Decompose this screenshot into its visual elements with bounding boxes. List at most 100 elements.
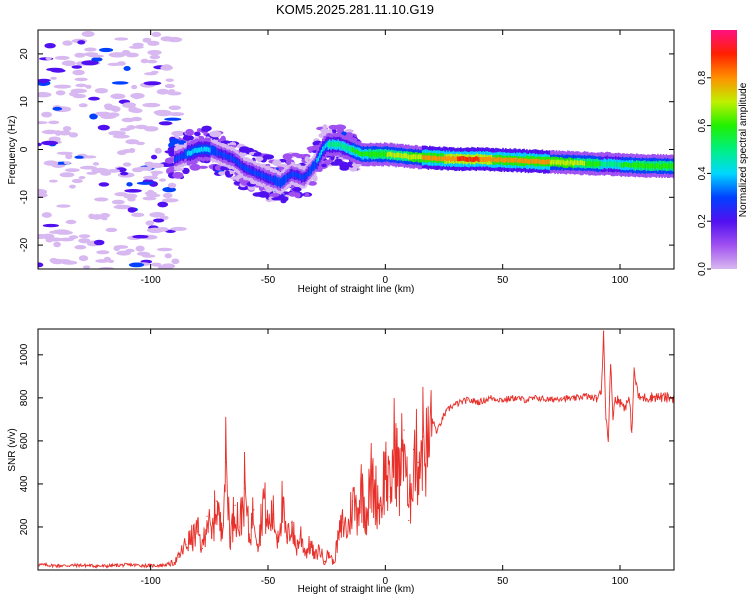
spectrogram-ridge-cell: [550, 160, 552, 166]
spectrogram-ridge-cell: [457, 156, 459, 162]
spectrogram-halo-blob: [288, 191, 298, 197]
spectrogram-noise-blob: [151, 262, 162, 267]
spectrogram-ridge-cell: [492, 157, 494, 162]
spectrogram-ridge-cell: [284, 176, 286, 182]
spectrogram-ridge-cell: [590, 161, 593, 167]
spectrogram-ridge-cell: [269, 176, 272, 181]
snr-point: [323, 560, 325, 563]
spectrogram-ridge-cell: [248, 167, 251, 173]
spectrogram-ridge-cell: [348, 146, 351, 152]
spectrogram-noise-blob: [108, 52, 126, 58]
spectrogram-ridge-cell: [537, 158, 539, 164]
spectrogram-ridge-cell: [381, 151, 383, 157]
spectrogram-noise-blob: [123, 66, 131, 71]
snr-point: [591, 397, 593, 399]
spectrogram-ridge-cell: [282, 178, 285, 184]
snr-point: [628, 399, 631, 401]
spectrogram-ridge-cell: [454, 157, 456, 162]
spectrogram-ridge-cell: [362, 151, 365, 157]
spectrogram-ridge-cell: [440, 156, 442, 162]
spectrogram-ridge-cell: [543, 159, 545, 165]
spectrogram-ridge-cell: [200, 146, 203, 152]
snr-y-tick-label: 800: [19, 389, 30, 406]
snr-point: [356, 509, 358, 511]
spectrogram-noise-blob: [63, 161, 71, 165]
spectrogram-ridge-cell: [296, 173, 299, 178]
spectrogram-noise-blob: [78, 255, 89, 262]
spectrogram-noise-blob: [154, 147, 162, 154]
spectrogram-noise-blob: [92, 162, 100, 166]
spectrogram-noise-blob: [156, 88, 170, 95]
snr-point: [642, 397, 645, 399]
spectrogram-halo-blob: [320, 128, 329, 134]
snr-point: [605, 418, 607, 420]
spectrogram-ridge-cell: [212, 148, 214, 154]
spectrogram-ridge-cell: [306, 171, 309, 177]
spectrogram-noise-blob: [165, 78, 174, 82]
spectrogram-ridge-cell: [402, 154, 404, 159]
spectrogram-noise-blob: [164, 253, 172, 259]
spectrogram-ridge-cell: [652, 163, 655, 169]
spectrogram-noise-blob: [128, 262, 145, 268]
snr-point: [258, 543, 260, 545]
spectrogram-ridge-cell: [213, 149, 216, 155]
spectrogram-ridge-cell: [391, 152, 393, 158]
spectrogram-ridge-cell: [203, 146, 206, 152]
spectrogram-ridge-cell: [452, 156, 455, 161]
snr-point: [603, 330, 605, 332]
spectrogram-ridge-cell: [371, 152, 373, 157]
spectrogram-noise-blob: [157, 265, 167, 269]
spectrogram-y-tick-label: -10: [19, 190, 30, 205]
snr-point: [178, 556, 180, 558]
spectrogram-ridge-cell: [469, 156, 472, 162]
snr-point: [389, 496, 391, 498]
spectrogram-ridge-cell: [310, 166, 313, 172]
spectrogram-ridge-cell: [593, 162, 596, 167]
spectrogram-ridge-cell: [436, 156, 438, 162]
spectrogram-noise-blob: [86, 171, 98, 175]
spectrogram-ridge-cell: [375, 151, 378, 157]
spectrogram-halo-blob: [304, 192, 310, 197]
snr-point: [328, 552, 330, 554]
colorbar: 0.0 0.2 0.4 0.6 0.8 Normalized spectral ampl…: [697, 30, 749, 276]
snr-point: [490, 397, 492, 399]
snr-x-tick-label: -100: [141, 576, 161, 587]
spectrogram-ridge-cell: [493, 156, 496, 162]
spectrogram-noise-blob: [48, 120, 60, 125]
spectrogram-y-tick-label: -20: [19, 237, 30, 252]
spectrogram-ridge-cell: [548, 159, 551, 164]
spectrogram-ridge-cell: [405, 153, 407, 158]
spectrogram-ridge-cell: [575, 160, 577, 166]
spectrogram-ridge-cell: [272, 177, 275, 183]
spectrogram-noise-blob: [125, 139, 140, 145]
spectrogram-ridge-cell: [265, 175, 268, 181]
spectrogram-ridge-cell: [476, 156, 479, 162]
spectrogram-noise-blob: [151, 31, 162, 38]
spectrogram-ridge-cell: [638, 162, 641, 168]
spectrogram-noise-blob: [68, 132, 79, 138]
spectrogram-ridge-cell: [595, 161, 597, 167]
spectrogram-noise-blob: [119, 127, 131, 132]
spectrogram-ridge-cell: [423, 154, 425, 160]
snr-point: [450, 405, 452, 408]
spectrogram-ridge-cell: [254, 170, 256, 176]
snr-y-label: SNR (v/v): [7, 428, 18, 471]
spectrogram-ridge-cell: [536, 158, 538, 164]
spectrogram-noise-blob: [72, 93, 86, 99]
spectrogram-ridge-cell: [206, 146, 209, 152]
spectrogram-ridge-cell: [189, 151, 192, 156]
spectrogram-ridge-cell: [671, 163, 673, 169]
spectrogram-ridge-cell: [313, 162, 316, 168]
spectrogram-ridge-cell: [410, 154, 413, 160]
spectrogram-noise-blob: [88, 96, 100, 101]
snr-point: [286, 541, 288, 543]
spectrogram-ridge-cell: [333, 142, 335, 148]
spectrogram-noise-blob: [161, 198, 179, 203]
spectrogram-ridge-cell: [533, 159, 535, 165]
spectrogram-ridge-cell: [620, 162, 623, 168]
spectrogram-ridge-cell: [305, 173, 307, 178]
spectrogram-ridge-cell: [526, 158, 528, 164]
spectrogram-noise-blob: [121, 117, 135, 123]
spectrogram-ridge-cell: [607, 162, 610, 167]
